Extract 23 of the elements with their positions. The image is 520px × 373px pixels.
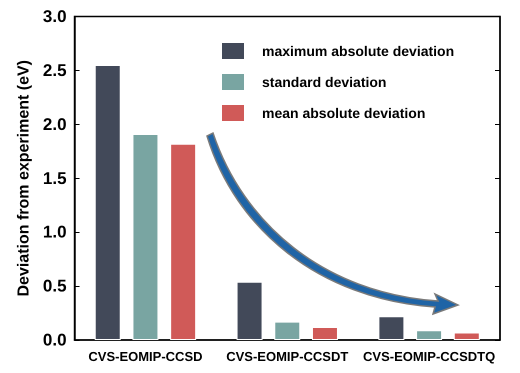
y-tick-label: 0.5 (42, 276, 67, 296)
x-tick-label: CVS-EOMIP-CCSDTQ (363, 349, 496, 364)
y-axis-title: Deviation from experiment (eV) (16, 60, 32, 296)
bar (416, 330, 442, 340)
bar (132, 134, 158, 340)
bar (274, 322, 300, 340)
y-tick-label: 0.0 (42, 330, 67, 350)
bar (94, 65, 121, 340)
x-tick-label: CVS-EOMIP-CCSD (88, 349, 203, 364)
y-tick-label: 1.0 (42, 222, 67, 242)
legend-label: standard deviation (262, 74, 386, 90)
legend-label: maximum absolute deviation (262, 43, 454, 59)
y-tick-label: 3.0 (42, 7, 67, 26)
bar (454, 332, 480, 340)
bar (236, 282, 263, 340)
legend-label: mean absolute deviation (262, 105, 426, 121)
bar (170, 144, 196, 340)
y-tick-label: 2.0 (42, 114, 67, 134)
bar (378, 316, 404, 340)
y-tick-label: 1.5 (42, 168, 67, 188)
x-tick-label: CVS-EOMIP-CCSDT (226, 349, 348, 364)
y-tick-label: 2.5 (42, 60, 67, 80)
bar (312, 327, 338, 340)
